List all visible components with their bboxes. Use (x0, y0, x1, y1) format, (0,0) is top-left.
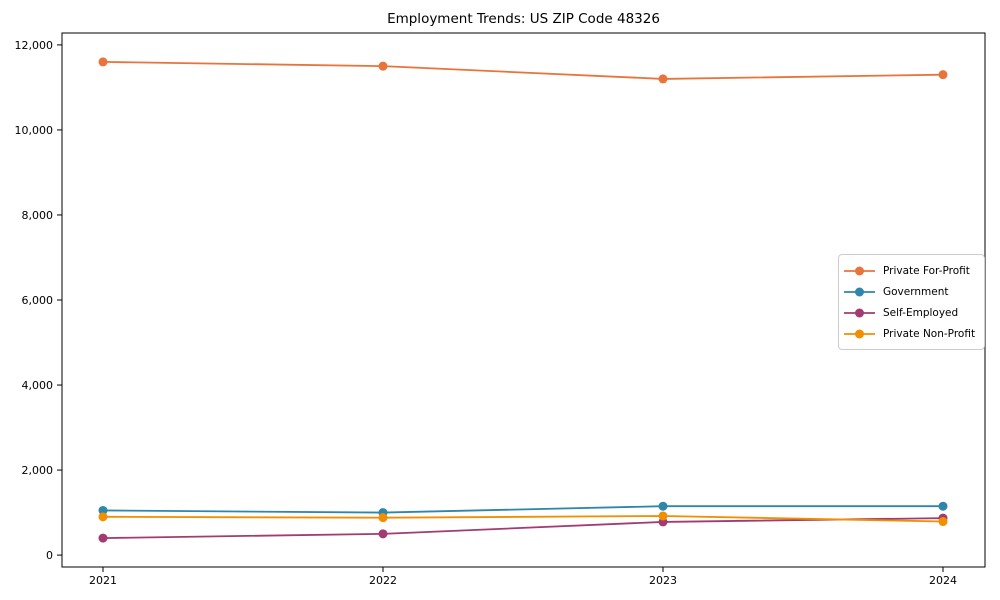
legend-marker-icon (844, 287, 875, 296)
legend-marker-icon (844, 266, 875, 275)
legend-dot (855, 266, 864, 275)
legend-item-self-employed: Self-Employed (844, 302, 975, 323)
data-point-self-employed (378, 529, 388, 539)
legend-dot (855, 287, 864, 296)
x-tick-label: 2023 (649, 574, 677, 587)
y-tick-label: 10,000 (15, 124, 54, 137)
legend-marker-icon (844, 329, 875, 338)
x-tick-label: 2022 (369, 574, 397, 587)
data-point-private-for-profit (98, 57, 108, 67)
data-point-government (658, 501, 668, 511)
legend-label-government: Government (883, 285, 949, 298)
legend-item-government: Government (844, 281, 975, 302)
legend-label-self-employed: Self-Employed (883, 306, 959, 319)
y-tick-label: 2,000 (22, 464, 54, 477)
y-tick-label: 8,000 (22, 209, 54, 222)
chart-legend: Private For-Profit Government Self-Employe… (838, 254, 986, 350)
legend-item-private-non-profit: Private Non-Profit (844, 323, 975, 344)
y-tick-label: 12,000 (15, 39, 54, 52)
data-point-self-employed (98, 533, 108, 543)
data-point-private-non-profit (378, 513, 388, 523)
data-point-private-for-profit (658, 74, 668, 84)
data-point-government (98, 505, 108, 515)
data-point-private-for-profit (938, 70, 948, 80)
data-point-private-non-profit (938, 517, 948, 527)
data-point-private-for-profit (378, 61, 388, 71)
y-tick-label: 4,000 (22, 379, 54, 392)
data-point-private-non-profit (658, 511, 668, 521)
x-tick-label: 2021 (89, 574, 117, 587)
data-point-private-non-profit (98, 512, 108, 522)
y-tick-label: 0 (46, 549, 53, 562)
legend-marker-icon (844, 308, 875, 317)
legend-item-private-for-profit: Private For-Profit (844, 260, 975, 281)
legend-dot (855, 308, 864, 317)
legend-dot (855, 329, 864, 338)
legend-label-private-for-profit: Private For-Profit (883, 264, 970, 277)
series-line-self-employed (102, 517, 944, 539)
x-tick-label: 2024 (929, 574, 957, 587)
series-line-government (102, 505, 943, 514)
series-line-private-non-profit (102, 515, 944, 523)
data-point-government (938, 501, 948, 511)
legend-label-private-non-profit: Private Non-Profit (883, 327, 976, 340)
series-line-private-for-profit (102, 61, 944, 80)
y-tick-label: 6,000 (22, 294, 54, 307)
chart-title: Employment Trends: US ZIP Code 48326 (387, 11, 660, 27)
